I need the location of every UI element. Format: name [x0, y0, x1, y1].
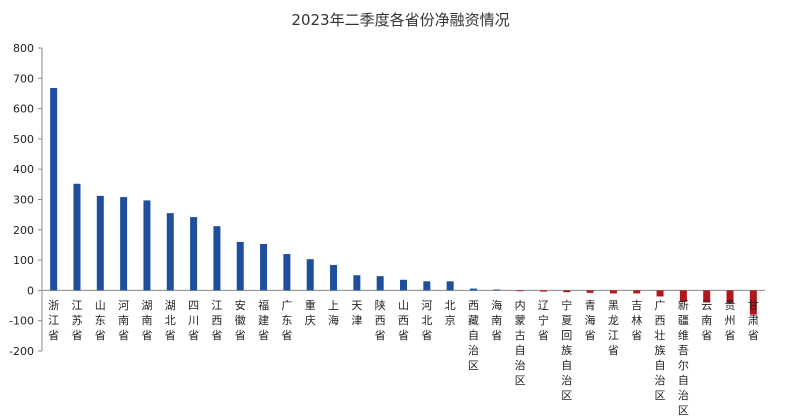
- y-tick-label: 600: [13, 103, 34, 116]
- x-category-label: 陕西省: [375, 298, 386, 342]
- x-category-label: 广西壮族自治区: [655, 299, 666, 402]
- x-category-label: 浙江省: [48, 299, 59, 342]
- x-category-label: 湖南省: [141, 299, 152, 342]
- x-category-label: 河南省: [118, 299, 129, 342]
- y-tick-label: -200: [9, 345, 34, 358]
- bar-2: [96, 195, 104, 291]
- y-tick-label: 300: [13, 194, 34, 207]
- bar-16: [423, 281, 431, 291]
- x-category-label: 河北省: [421, 299, 432, 342]
- y-tick-label: 400: [13, 163, 34, 176]
- x-category-label: 天津: [351, 299, 362, 327]
- y-axis: -200 -100 0 100 200 300 400 500 600 700 800: [9, 42, 765, 358]
- bar-20: [516, 290, 524, 292]
- bar-0: [50, 87, 58, 291]
- bar-7: [213, 226, 221, 291]
- x-category-label: 山西省: [398, 299, 409, 342]
- bar-21: [539, 290, 547, 292]
- bar-25: [633, 290, 641, 294]
- x-category-label: 江苏省: [71, 299, 82, 342]
- x-category-label: 宁夏回族自治区: [561, 298, 572, 402]
- y-tick-label: 200: [13, 224, 34, 237]
- x-category-label: 安徽省: [235, 298, 246, 342]
- bar-24: [609, 290, 617, 294]
- bar-9: [260, 244, 268, 291]
- x-category-label: 福建省: [258, 298, 269, 342]
- x-category-label: 北京: [445, 299, 456, 327]
- x-category-label: 甘肃省: [748, 299, 759, 342]
- bar-18: [469, 288, 477, 291]
- x-category-label: 四川省: [188, 299, 199, 342]
- x-category-label: 黑龙江省: [608, 299, 619, 357]
- chart-title: 2023年二季度各省份净融资情况: [291, 11, 510, 29]
- bar-28: [703, 290, 711, 303]
- bars: [50, 87, 757, 315]
- bar-11: [306, 259, 314, 291]
- bar-19: [493, 289, 501, 291]
- x-category-label: 广东省: [281, 299, 292, 342]
- bar-12: [330, 264, 338, 291]
- y-tick-label: 0: [27, 284, 34, 297]
- x-category-label: 上海: [328, 299, 339, 327]
- x-category-label: 青海省: [585, 299, 596, 342]
- x-category-label: 云南省: [701, 299, 712, 342]
- bar-14: [376, 276, 384, 291]
- y-tick-label: 700: [13, 72, 34, 85]
- x-category-label: 新疆维吾尔自治区: [678, 298, 689, 417]
- bar-30: [749, 290, 757, 315]
- x-category-label: 湖北省: [165, 299, 176, 342]
- x-category-label: 山东省: [95, 299, 106, 342]
- bar-4: [143, 200, 151, 291]
- bar-5: [166, 213, 174, 291]
- bar-23: [586, 290, 594, 293]
- bar-17: [446, 281, 454, 291]
- bar-15: [400, 279, 407, 291]
- bar-6: [190, 217, 198, 291]
- x-category-label: 辽宁省: [538, 299, 549, 342]
- x-category-label: 江西省: [211, 299, 222, 342]
- y-tick-label: -100: [9, 315, 34, 328]
- bar-22: [563, 290, 571, 293]
- x-category-label: 内蒙古自治区: [515, 298, 526, 387]
- bar-3: [120, 197, 128, 291]
- bar-1: [73, 183, 81, 291]
- y-tick-label: 800: [13, 42, 34, 55]
- bar-29: [726, 290, 734, 304]
- bar-26: [656, 290, 664, 297]
- x-category-label: 贵州省: [725, 299, 736, 342]
- bar-8: [236, 241, 244, 291]
- x-category-label: 西藏自治区: [468, 299, 479, 372]
- x-axis-labels: 浙江省 江苏省 山东省 河南省 湖南省 湖北省 四川省 江西省 安徽省 福建省 广东省 重庆上海天津陕…: [48, 298, 759, 417]
- x-category-label: 海南省: [491, 298, 502, 342]
- bar-13: [353, 275, 361, 291]
- y-tick-label: 100: [13, 254, 34, 267]
- x-category-label: 重庆: [305, 298, 316, 327]
- x-category-label: 吉林省: [631, 299, 642, 342]
- bar-27: [679, 290, 687, 302]
- bar-10: [283, 254, 291, 291]
- y-tick-label: 500: [13, 133, 34, 146]
